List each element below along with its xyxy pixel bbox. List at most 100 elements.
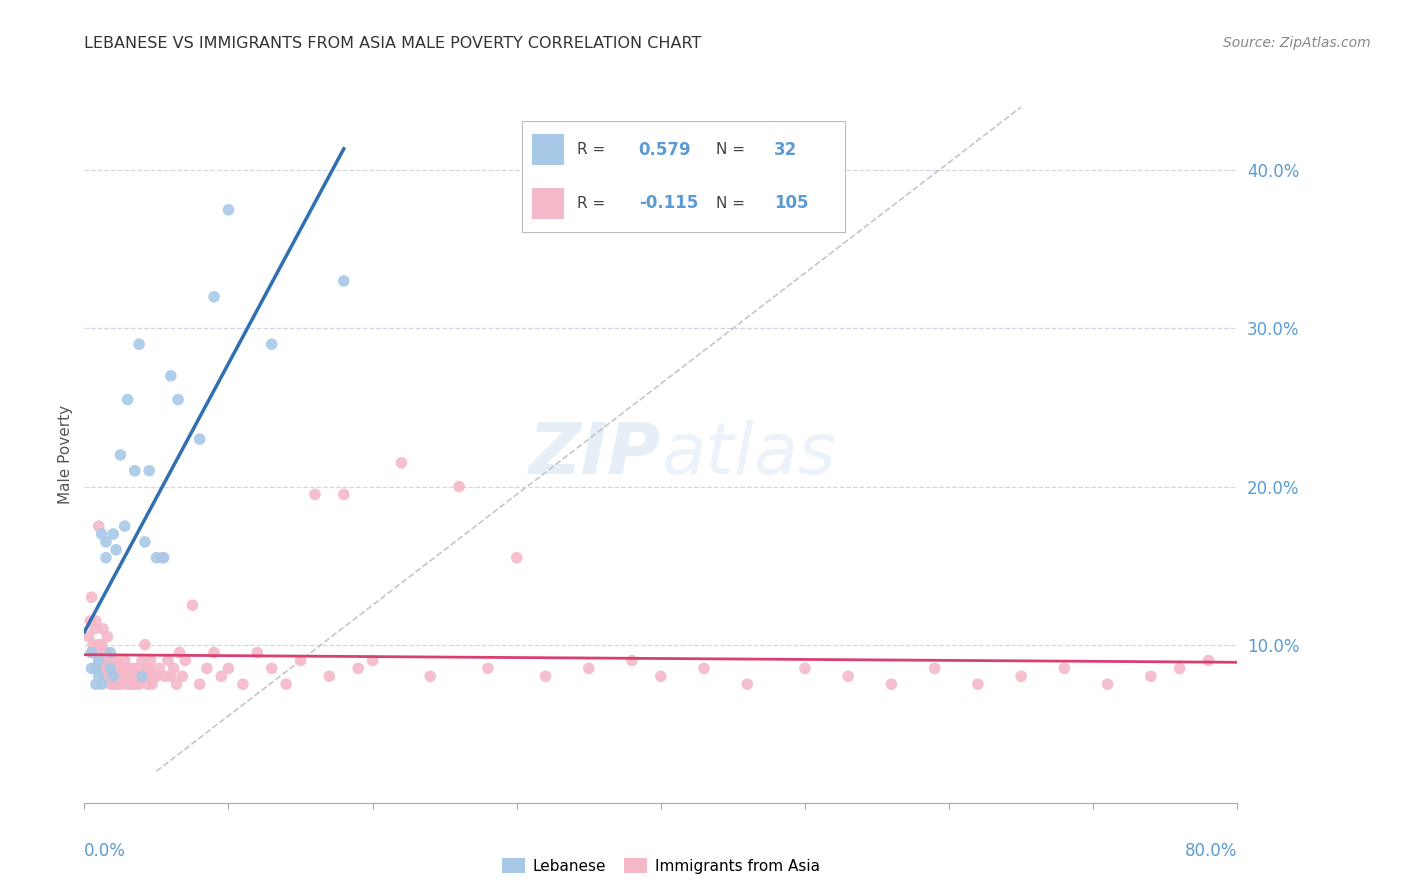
Point <box>90 638 112 652</box>
Point <box>135 661 157 675</box>
Point <box>128 677 150 691</box>
Point <box>117 669 139 683</box>
Point <box>276 677 298 691</box>
Point <box>91 622 114 636</box>
Point <box>160 368 183 383</box>
Point <box>90 527 112 541</box>
Point <box>333 487 356 501</box>
Point <box>152 550 174 565</box>
Point <box>145 550 167 565</box>
Point <box>150 550 173 565</box>
Point <box>87 669 110 683</box>
Point <box>94 534 117 549</box>
Point <box>94 661 117 675</box>
Point <box>98 677 121 691</box>
Text: 80.0%: 80.0% <box>1185 842 1237 860</box>
Point <box>449 479 471 493</box>
Point <box>103 669 124 683</box>
Point <box>166 677 188 691</box>
Point <box>650 669 672 683</box>
Point <box>111 669 134 683</box>
Point <box>129 669 152 683</box>
Point <box>96 630 118 644</box>
Point <box>98 653 121 667</box>
Point <box>260 337 283 351</box>
Point <box>260 661 283 675</box>
Point <box>188 677 211 691</box>
Point <box>188 432 211 446</box>
Point <box>148 661 170 675</box>
Point <box>87 638 110 652</box>
Point <box>114 519 136 533</box>
Point <box>132 669 155 683</box>
Point <box>693 661 716 675</box>
Point <box>91 653 114 667</box>
Point <box>139 653 162 667</box>
Point <box>134 638 156 652</box>
Point <box>1198 653 1220 667</box>
Point <box>232 677 254 691</box>
Point <box>93 669 115 683</box>
Point <box>90 677 112 691</box>
Point <box>621 653 644 667</box>
Point <box>145 669 167 683</box>
Point <box>82 638 104 652</box>
Point <box>115 677 138 691</box>
Point <box>114 653 136 667</box>
Text: ZIP: ZIP <box>529 420 661 490</box>
Point <box>924 661 946 675</box>
Point <box>131 653 153 667</box>
Point <box>967 677 990 691</box>
Point <box>86 646 108 660</box>
Point <box>202 646 225 660</box>
Point <box>737 677 759 691</box>
Point <box>87 653 110 667</box>
Point <box>167 392 190 407</box>
Point <box>477 661 499 675</box>
Point <box>105 669 128 683</box>
Point <box>103 527 124 541</box>
Point <box>84 661 107 675</box>
Point <box>98 646 121 660</box>
Point <box>134 534 156 549</box>
Point <box>1053 661 1076 675</box>
Point <box>578 661 600 675</box>
Point <box>506 550 529 565</box>
Point <box>419 669 441 683</box>
Point <box>83 622 105 636</box>
Point <box>202 290 225 304</box>
Point <box>290 653 312 667</box>
Text: Source: ZipAtlas.com: Source: ZipAtlas.com <box>1223 36 1371 50</box>
Point <box>142 669 165 683</box>
Point <box>97 661 120 675</box>
Point <box>209 669 232 683</box>
Point <box>103 653 124 667</box>
Point <box>80 591 103 605</box>
Y-axis label: Male Poverty: Male Poverty <box>58 405 73 505</box>
Text: 0.0%: 0.0% <box>84 842 127 860</box>
Point <box>218 202 240 217</box>
Point <box>1010 669 1032 683</box>
Point <box>96 669 118 683</box>
Point <box>333 274 356 288</box>
Point <box>218 661 240 675</box>
Point <box>117 392 139 407</box>
Point <box>112 661 135 675</box>
Point <box>534 669 557 683</box>
Point <box>80 646 103 660</box>
Point <box>120 677 142 691</box>
Point <box>98 661 121 675</box>
Point <box>90 661 112 675</box>
Point <box>837 669 859 683</box>
Point <box>80 646 103 660</box>
Point <box>124 677 146 691</box>
Point <box>141 677 163 691</box>
Point <box>136 677 159 691</box>
Point <box>318 669 340 683</box>
Point <box>160 669 183 683</box>
Point <box>174 653 197 667</box>
Point <box>347 661 370 675</box>
Point <box>110 677 132 691</box>
Point <box>391 456 413 470</box>
Point <box>880 677 903 691</box>
